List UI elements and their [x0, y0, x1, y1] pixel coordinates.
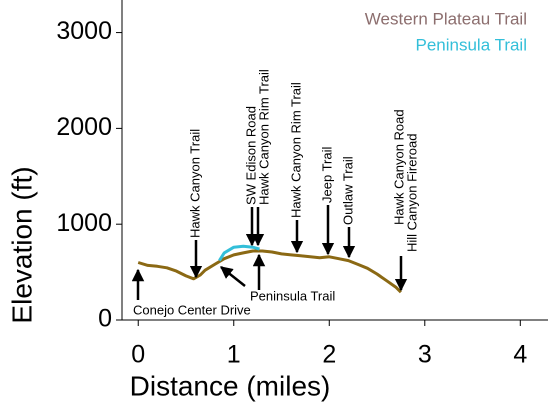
- annotation: Conejo Center Drive: [133, 302, 251, 317]
- legend-label: Western Plateau Trail: [365, 9, 527, 28]
- annotation: Jeep Trail: [319, 147, 334, 203]
- y-tick-label: 3000: [56, 17, 112, 45]
- x-axis-title: Distance (miles): [130, 370, 331, 401]
- y-tick-label: 2000: [56, 113, 112, 141]
- annotation: SW Edison Road: [243, 106, 258, 205]
- annotation: Hawk Canyon Rim Trail: [256, 69, 271, 205]
- legend-label: Peninsula Trail: [415, 35, 527, 54]
- annotation: Hill Canyon Fireroad: [404, 134, 419, 253]
- annotation: Hawk Canyon Rim Trail: [288, 82, 303, 218]
- annotation: Hawk Canyon Trail: [187, 129, 202, 238]
- y-tick-label: 1000: [56, 209, 112, 237]
- x-tick-label: 3: [418, 341, 432, 369]
- annotation: Hawk Canyon Road: [391, 109, 406, 225]
- x-tick-label: 1: [227, 341, 241, 369]
- y-axis-title: Elevation (ft): [6, 166, 37, 323]
- x-tick-label: 0: [131, 341, 145, 369]
- annotation: Peninsula Trail: [250, 288, 335, 303]
- trail-line: [137, 249, 402, 294]
- y-tick-label: 0: [98, 305, 112, 333]
- annotation-arrow: [220, 266, 246, 287]
- x-tick-label: 2: [322, 341, 336, 369]
- annotation: Outlaw Trail: [340, 156, 355, 225]
- trail-line: [218, 244, 260, 262]
- x-tick-label: 4: [513, 341, 527, 369]
